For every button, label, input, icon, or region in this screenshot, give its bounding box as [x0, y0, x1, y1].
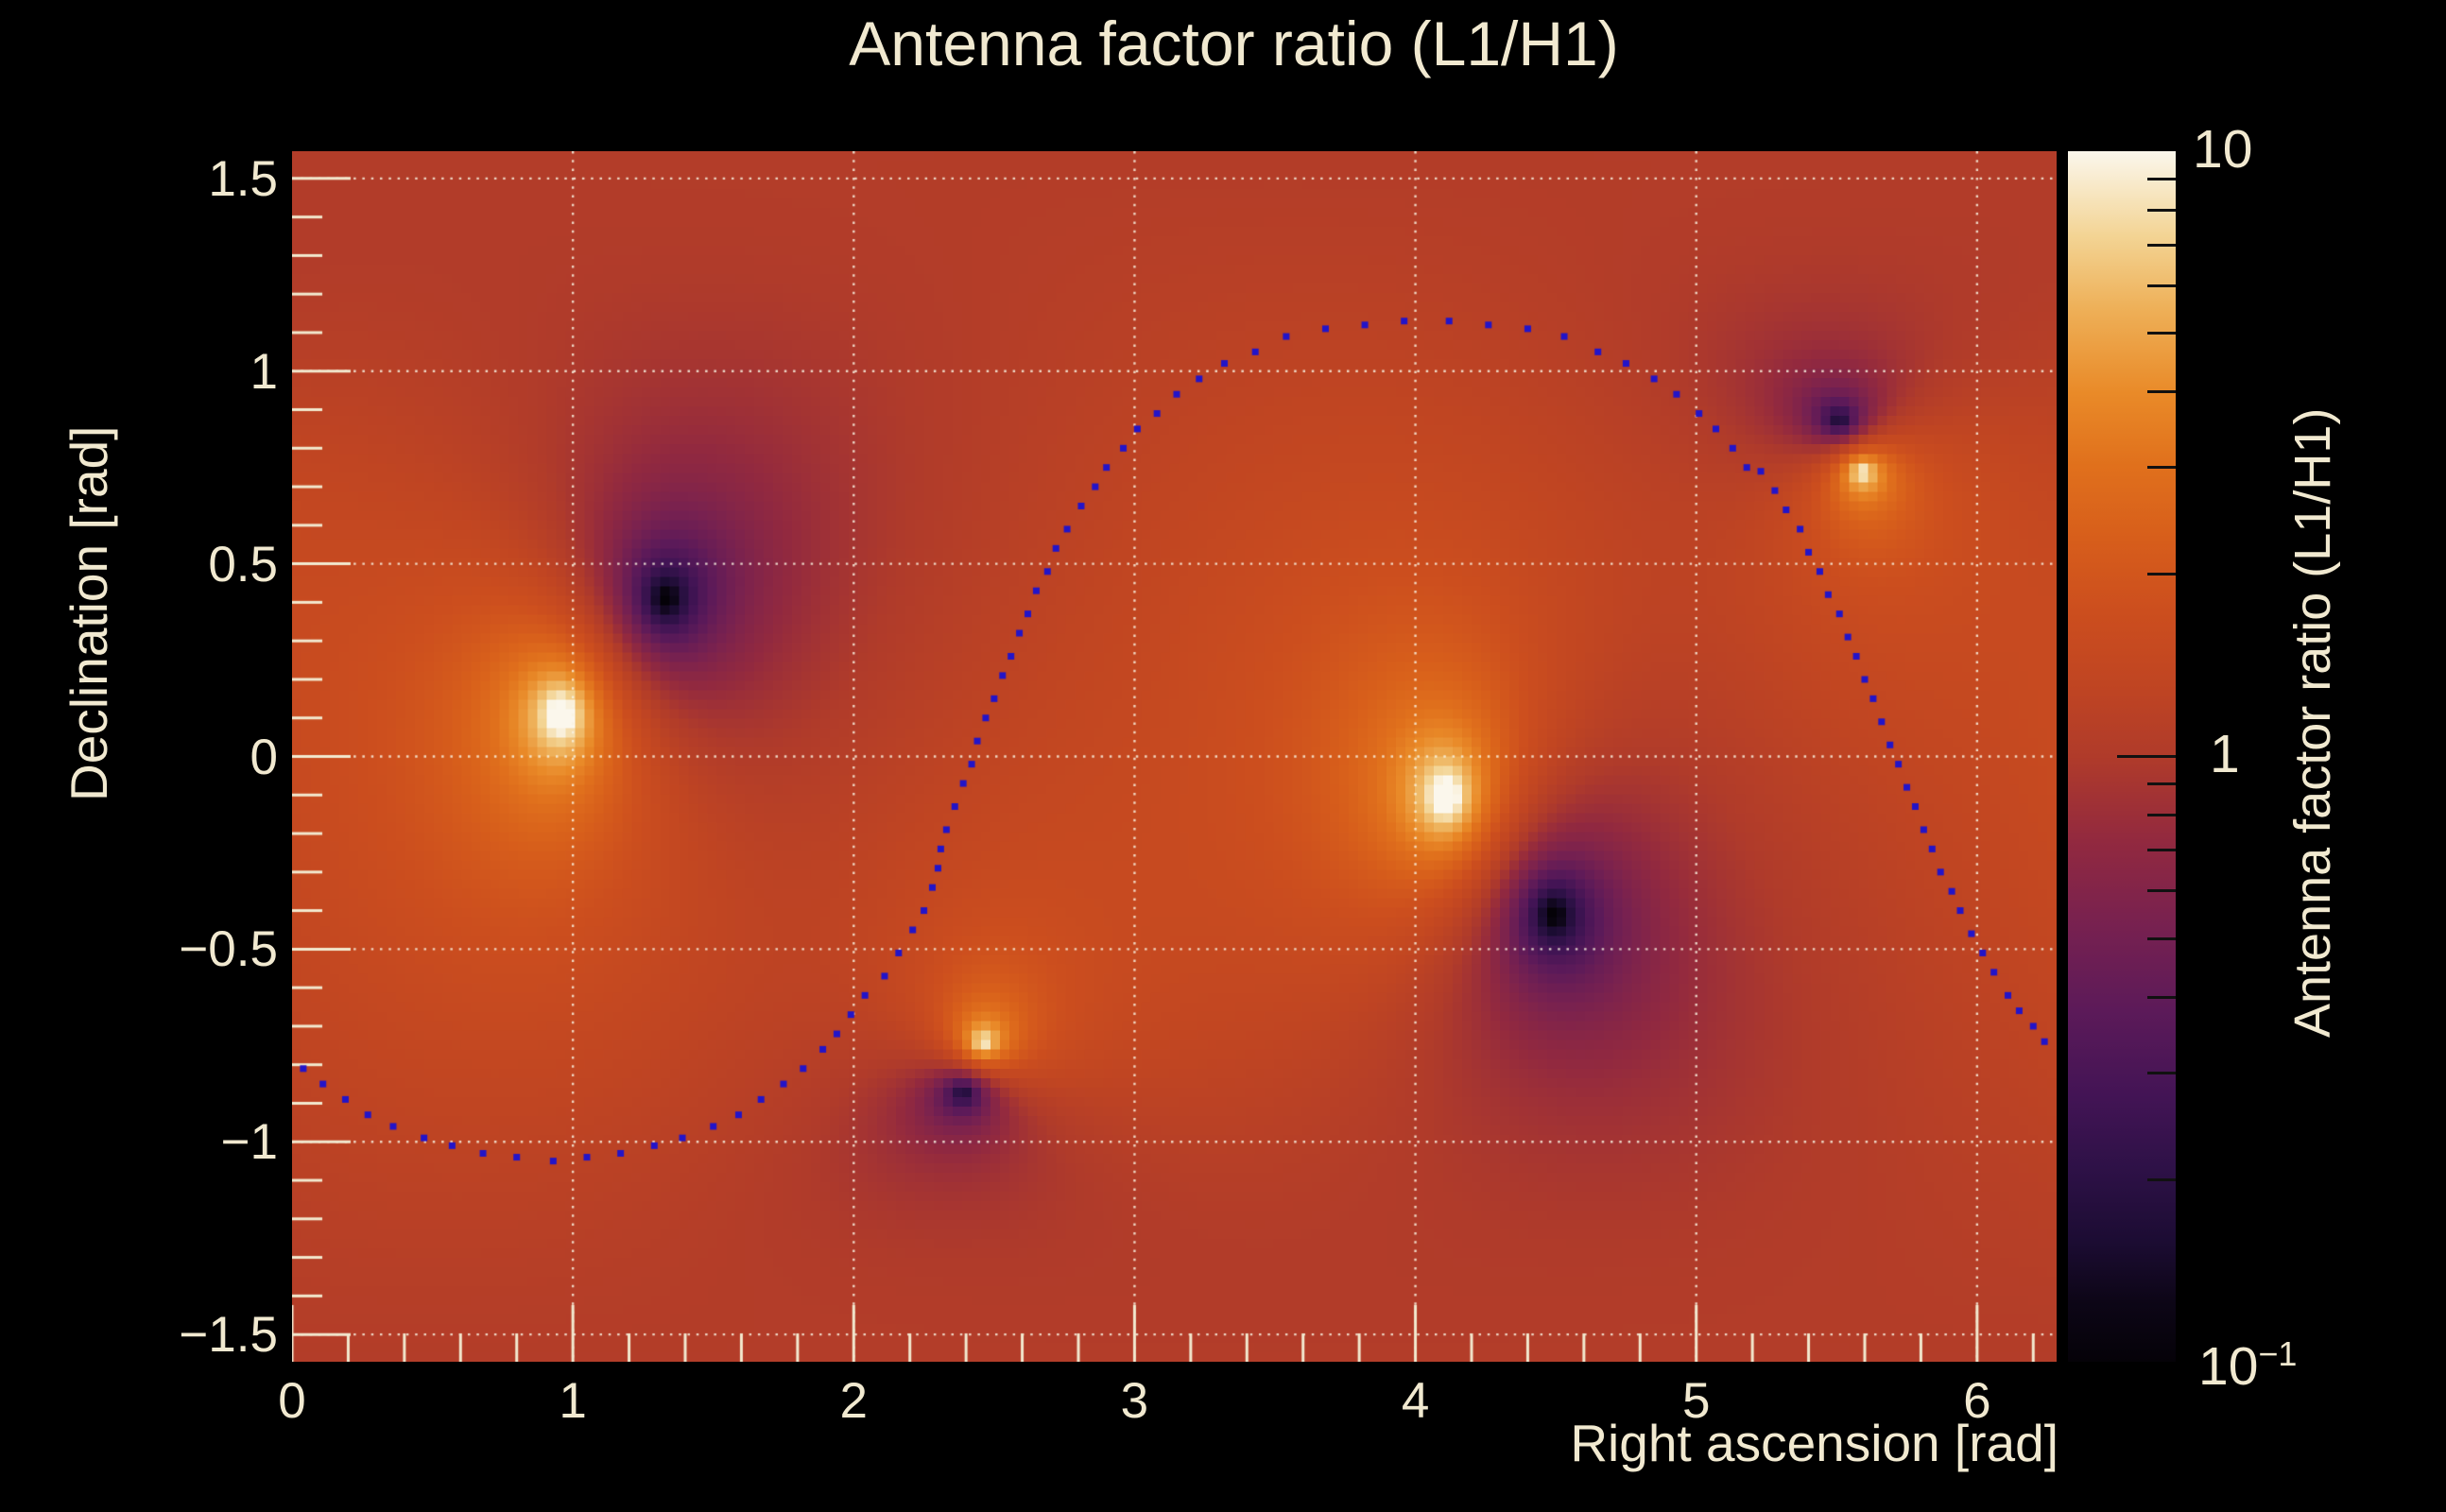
colorbar-minor-tick	[2147, 782, 2176, 786]
colorbar-tick-label-10: 10	[2193, 117, 2252, 180]
colorbar-minor-tick	[2147, 284, 2176, 287]
colorbar-tick-label-0p1: 10−1	[2198, 1334, 2297, 1398]
y-tick-label: 0.5	[208, 536, 278, 593]
y-tick-label: −1	[220, 1114, 278, 1171]
colorbar-major-tick	[2117, 755, 2176, 758]
y-tick-label: 1	[250, 343, 278, 400]
x-tick-label: 3	[1120, 1373, 1149, 1429]
colorbar-minor-tick	[2147, 1177, 2176, 1181]
y-tick-label: −1.5	[179, 1307, 278, 1364]
colorbar-tick-label-1: 1	[2210, 722, 2240, 785]
grid-and-track-overlay-canvas	[292, 151, 2057, 1362]
x-tick-label: 5	[1681, 1373, 1711, 1429]
colorbar-minor-tick	[2147, 208, 2176, 212]
y-tick-label: 1.5	[208, 150, 278, 207]
colorbar-minor-tick	[2147, 573, 2176, 576]
colorbar-title: Antenna factor ratio (L1/H1)	[2284, 407, 2341, 1038]
y-tick-label: −0.5	[179, 921, 278, 978]
colorbar-minor-tick	[2147, 390, 2176, 394]
colorbar-minor-tick	[2147, 1071, 2176, 1074]
x-axis-title: Right ascension [rad]	[1570, 1414, 2058, 1472]
heatmap-plot-area	[292, 151, 2057, 1362]
colorbar-tick-label-0p1-text: 10	[2198, 1336, 2259, 1397]
y-tick-label: 0	[250, 729, 278, 785]
colorbar-minor-tick	[2147, 995, 2176, 999]
colorbar	[2068, 151, 2176, 1362]
colorbar-minor-tick	[2147, 936, 2176, 940]
y-axis-title: Declination [rad]	[60, 425, 118, 801]
plot-title: Antenna factor ratio (L1/H1)	[849, 9, 1619, 78]
colorbar-minor-tick	[2147, 243, 2176, 247]
x-tick-label: 2	[839, 1373, 869, 1429]
x-tick-label: 1	[559, 1373, 587, 1429]
x-tick-label: 4	[1401, 1373, 1430, 1429]
colorbar-tick-label-1-text: 1	[2210, 724, 2240, 784]
colorbar-minor-tick	[2147, 466, 2176, 470]
colorbar-minor-tick	[2147, 332, 2176, 335]
colorbar-tick-label-0p1-exp: −1	[2258, 1334, 2298, 1373]
colorbar-minor-tick	[2147, 849, 2176, 852]
x-tick-label: 0	[278, 1373, 306, 1429]
x-tick-label: 6	[1963, 1373, 1991, 1429]
colorbar-minor-tick	[2147, 814, 2176, 817]
colorbar-minor-tick	[2147, 177, 2176, 180]
colorbar-minor-tick	[2147, 889, 2176, 893]
colorbar-tick-label-10-text: 10	[2193, 119, 2253, 180]
